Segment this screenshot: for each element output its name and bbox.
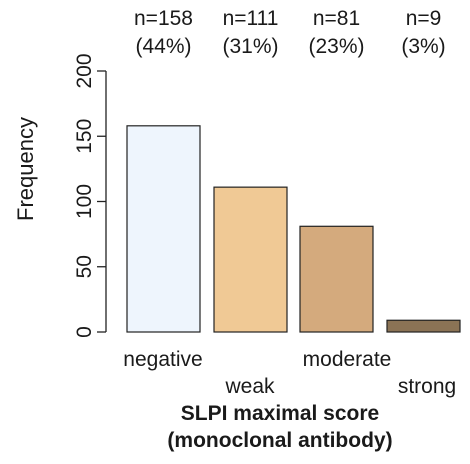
bar-annotations: n=158 (44%) n=111 (31%) n=81 (23%) n=9 (3%) bbox=[134, 7, 446, 58]
x-axis-label-line2: (monoclonal antibody) bbox=[167, 429, 392, 452]
annotation-count: n=158 bbox=[134, 7, 193, 30]
annotation-percent: (23%) bbox=[308, 35, 364, 58]
y-tick-label: 150 bbox=[73, 119, 96, 154]
y-tick-label: 100 bbox=[73, 184, 96, 219]
category-labels: negative weak moderate strong bbox=[123, 348, 456, 398]
annotation-percent: (44%) bbox=[135, 35, 191, 58]
bar-strong bbox=[386, 319, 461, 333]
bar-negative bbox=[126, 125, 201, 333]
y-tick-label: 50 bbox=[73, 255, 96, 278]
category-label-weak: weak bbox=[224, 375, 275, 398]
annotation-percent: (3%) bbox=[401, 35, 445, 58]
x-axis-label-line1: SLPI maximal score bbox=[181, 402, 379, 425]
y-axis: 0 50 100 150 200 bbox=[73, 53, 107, 338]
bar-weak bbox=[213, 186, 288, 333]
annotation-count: n=9 bbox=[406, 7, 442, 30]
y-tick-label: 200 bbox=[73, 53, 96, 88]
category-label-strong: strong bbox=[398, 375, 456, 398]
y-axis-label: Frequency bbox=[13, 117, 38, 221]
annotation-count: n=81 bbox=[313, 7, 360, 30]
category-label-moderate: moderate bbox=[303, 348, 392, 371]
annotation-percent: (31%) bbox=[222, 35, 278, 58]
annotation-count: n=111 bbox=[223, 7, 279, 30]
bar-moderate bbox=[299, 225, 374, 333]
category-label-negative: negative bbox=[123, 348, 202, 371]
bars bbox=[126, 125, 461, 333]
y-tick-label: 0 bbox=[73, 326, 96, 338]
